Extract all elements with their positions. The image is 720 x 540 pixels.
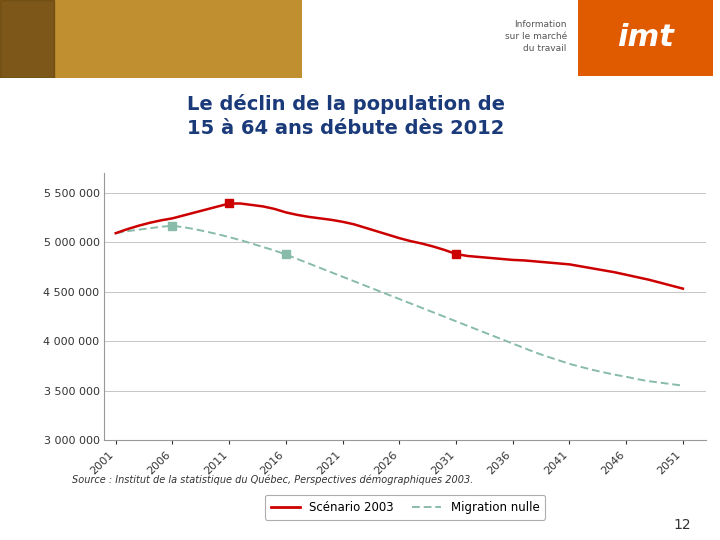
Text: Le déclin de la population de
15 à 64 ans débute dès 2012: Le déclin de la population de 15 à 64 an…	[186, 94, 505, 138]
FancyBboxPatch shape	[578, 0, 713, 76]
Bar	[0, 0, 55, 78]
Text: 12: 12	[674, 518, 691, 532]
Text: imt: imt	[617, 23, 674, 52]
Legend: Scénario 2003, Migration nulle: Scénario 2003, Migration nulle	[264, 495, 546, 519]
Text: Source : Institut de la statistique du Québec, Perspectives démographiques 2003.: Source : Institut de la statistique du Q…	[72, 475, 473, 485]
Text: Information
sur le marché
du travail: Information sur le marché du travail	[505, 20, 567, 52]
